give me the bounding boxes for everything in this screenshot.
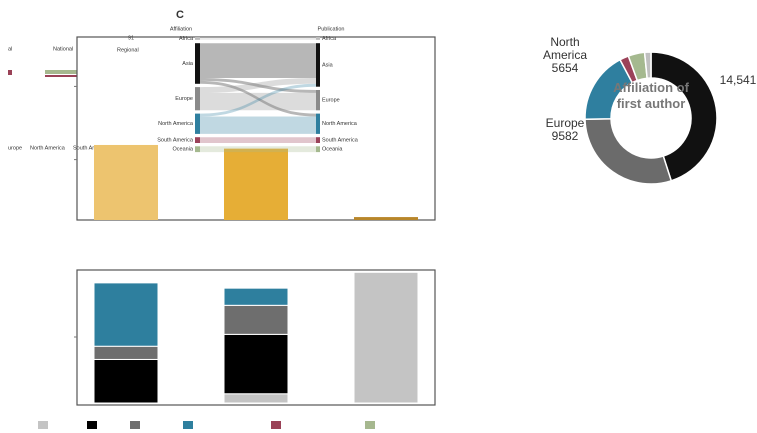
- bar-segment: [93, 345, 159, 360]
- fragment-label: South America: [73, 145, 110, 151]
- sankey-node: [195, 43, 200, 84]
- slice-value: 9582: [552, 129, 579, 143]
- slice-value: 14,541: [720, 73, 757, 87]
- node-label: Africa: [322, 36, 337, 42]
- sankey-link: [200, 37, 316, 40]
- sankey-node: [316, 137, 320, 143]
- sankey-node: [195, 87, 200, 111]
- sankey-node: [195, 137, 200, 143]
- bar: [224, 148, 288, 220]
- sankey-link: [200, 92, 316, 111]
- panel-label: C: [176, 9, 184, 21]
- legend-swatch: [365, 421, 375, 429]
- sankey-link: [200, 78, 316, 93]
- sankey-link: [200, 116, 316, 134]
- pie-title: Affiliation of first author: [613, 80, 689, 111]
- sankey-node: [316, 37, 320, 40]
- bar-segment: [223, 393, 289, 404]
- node-label: North America: [322, 121, 358, 127]
- sankey-node: [195, 113, 200, 134]
- bar-segment: [223, 287, 289, 306]
- fragment-label: Regional: [117, 47, 139, 53]
- legend-swatch: [183, 421, 193, 429]
- bar-segment: [223, 333, 289, 395]
- fragment-bar: [45, 70, 77, 74]
- bar-segment: [353, 271, 419, 404]
- fragment-bar: [8, 70, 12, 75]
- node-label: South America: [322, 138, 359, 144]
- node-label: Oceania: [322, 147, 343, 153]
- sankey-node: [316, 90, 320, 111]
- node-label: North America: [158, 121, 194, 127]
- legend-swatch: [38, 421, 48, 429]
- fragment-label: North America: [30, 145, 66, 151]
- fragment-label: National: [53, 46, 73, 52]
- slice-label: North America: [543, 35, 587, 62]
- node-label: Oceania: [173, 147, 194, 153]
- bar: [354, 217, 418, 220]
- slice-value: 5654: [552, 61, 579, 75]
- fragment-label: 91: [128, 35, 134, 41]
- bar-segment: [93, 282, 159, 347]
- node-label: South America: [157, 138, 194, 144]
- axis-label: Publication: [318, 26, 345, 32]
- node-label: Europe: [175, 96, 193, 102]
- node-label: Africa: [179, 36, 194, 42]
- sankey-link: [200, 83, 316, 117]
- donut-slice: [643, 51, 652, 80]
- axis-label: Affiliation: [170, 26, 192, 32]
- legend-swatch: [87, 421, 97, 429]
- legend-swatch: [271, 421, 281, 429]
- fragment-label: urope: [8, 145, 22, 151]
- bar-segment: [223, 304, 289, 335]
- node-label: Europe: [322, 98, 340, 104]
- sankey-node: [316, 146, 320, 153]
- sankey-node: [316, 113, 320, 134]
- sankey-node: [316, 43, 320, 87]
- bar-segment: [93, 358, 159, 404]
- sankey-link: [200, 137, 316, 143]
- donut-slice: [650, 51, 718, 182]
- legend-swatch: [130, 421, 140, 429]
- node-label: Asia: [322, 62, 334, 68]
- fragment-label: al: [8, 46, 12, 52]
- sankey-node: [195, 146, 200, 153]
- sankey-link: [200, 43, 316, 78]
- sankey-node: [195, 37, 200, 40]
- node-label: Asia: [182, 61, 194, 67]
- sankey-link: [200, 80, 316, 117]
- bar: [94, 144, 158, 220]
- slice-label: Europe: [546, 116, 585, 130]
- donut-slice: [584, 117, 673, 185]
- sankey-link: [200, 146, 316, 153]
- sankey-link: [200, 78, 316, 93]
- fragment-bar: [45, 75, 77, 77]
